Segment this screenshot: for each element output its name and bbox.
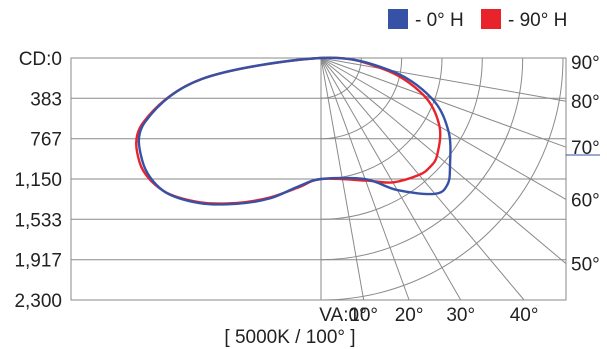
- grid-ray: [320, 57, 567, 148]
- angle-tick-label: 20°: [395, 305, 424, 326]
- radial-tick-label: 1,150: [14, 170, 62, 191]
- grid-arc: [320, 58, 443, 180]
- radial-tick-label: 1,533: [14, 210, 62, 231]
- angle-tick-label: 40°: [510, 305, 539, 326]
- angle-tick-label: 80°: [571, 92, 600, 113]
- legend: - 0° H - 90° H: [388, 9, 567, 31]
- angle-tick-label: 50°: [571, 255, 600, 276]
- footer-label: [ 5000K / 100° ]: [224, 327, 355, 348]
- grid-ray: [320, 57, 567, 264]
- grid-ray: [320, 57, 525, 301]
- grid-arc: [320, 58, 483, 220]
- angle-tick-label: 30°: [446, 305, 475, 326]
- polar-arcs: [320, 58, 564, 300]
- angle-tick-label: 70°: [571, 138, 600, 159]
- grid-ray: [320, 57, 567, 200]
- grid-arc: [320, 58, 524, 261]
- angle-tick-label: 90°: [571, 53, 600, 74]
- radial-tick-label: CD:0: [19, 49, 62, 70]
- grid-ray: [320, 57, 462, 301]
- grid-ray: [320, 57, 567, 102]
- legend-swatch: [388, 9, 408, 29]
- curves: [135, 56, 452, 206]
- grid-arc: [320, 58, 564, 300]
- legend-swatch: [481, 9, 501, 29]
- series-curve-90h: [135, 56, 442, 205]
- radial-tick-label: 767: [30, 130, 62, 151]
- angle-tick-label: 10°: [349, 305, 378, 326]
- legend-label: - 90° H: [508, 10, 567, 31]
- radial-tick-label: 383: [30, 89, 62, 110]
- radial-tick-label: 1,917: [14, 251, 62, 272]
- angle-tick-label: VA:0°: [319, 305, 366, 326]
- angle-tick-labels-right: 50° 60° 70° 80° 90°: [571, 53, 600, 276]
- angle-tick-label: 60°: [571, 190, 600, 211]
- radial-tick-label: 2,300: [14, 291, 62, 312]
- series-curve-0h: [137, 56, 452, 206]
- legend-label: - 0° H: [415, 10, 464, 31]
- angle-tick-labels-bottom: VA:0°10° 20° 30° 40°: [319, 305, 538, 326]
- radial-tick-labels: CD:0 383 767 1,150 1,533 1,917 2,300: [14, 49, 62, 312]
